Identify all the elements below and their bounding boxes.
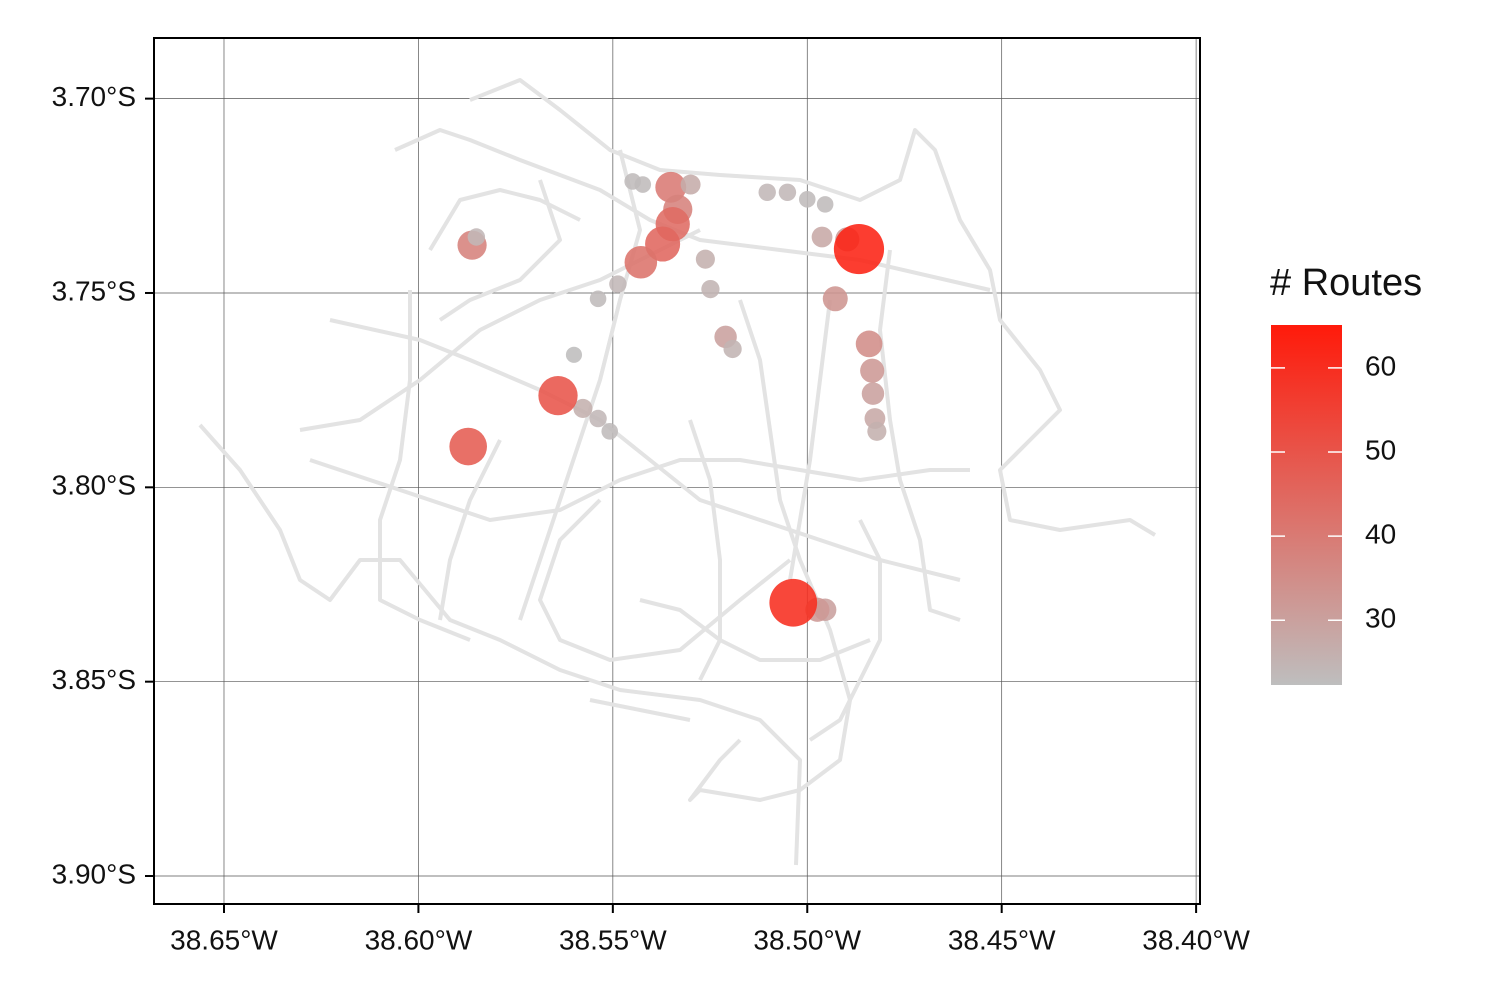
legend-title: # Routes	[1270, 262, 1422, 304]
point	[573, 398, 593, 418]
point	[601, 423, 619, 440]
point	[798, 191, 816, 208]
y-tick-label: 3.85°S	[52, 664, 136, 695]
point	[833, 223, 885, 275]
colorbar-label: 30	[1365, 603, 1396, 634]
point	[701, 279, 720, 299]
point	[723, 339, 742, 359]
colorbar-label: 50	[1365, 434, 1396, 465]
point	[589, 290, 607, 308]
point	[695, 249, 715, 269]
point	[811, 226, 833, 248]
y-tick-label: 3.90°S	[52, 858, 136, 889]
colorbar-label: 60	[1365, 350, 1396, 381]
point	[816, 196, 834, 213]
plot-frame	[153, 37, 1201, 905]
x-tick-label: 38.60°W	[365, 924, 473, 955]
point	[861, 382, 885, 405]
point	[860, 358, 885, 383]
x-tick-label: 38.40°W	[1142, 924, 1250, 955]
point	[609, 275, 627, 293]
legend: 30 40 50 60	[1271, 350, 1396, 634]
x-tick-label: 38.65°W	[170, 924, 278, 955]
x-tick-label: 38.55°W	[559, 924, 667, 955]
y-tick-label: 3.75°S	[52, 275, 136, 306]
point	[634, 176, 652, 193]
point	[680, 174, 701, 195]
colorbar-label: 40	[1365, 519, 1396, 550]
point	[855, 330, 883, 358]
x-tick-label: 38.45°W	[948, 924, 1056, 955]
point	[769, 578, 818, 627]
plot-area	[154, 38, 1200, 904]
x-tick-label: 38.50°W	[753, 924, 861, 955]
point	[867, 421, 887, 441]
point	[778, 183, 797, 202]
point	[467, 228, 486, 246]
point	[449, 427, 487, 466]
point	[538, 375, 578, 416]
axes: 38.65°W 38.60°W 38.55°W 38.50°W 38.45°W 38.40…	[52, 81, 1251, 955]
points	[449, 171, 887, 627]
point	[624, 245, 658, 279]
colorbar	[1271, 325, 1342, 685]
road-network	[198, 78, 1157, 866]
point	[822, 286, 848, 312]
point	[589, 409, 607, 428]
y-tick-label: 3.70°S	[52, 81, 136, 112]
point	[565, 346, 583, 363]
point	[758, 183, 776, 202]
y-tick-label: 3.80°S	[52, 470, 136, 501]
